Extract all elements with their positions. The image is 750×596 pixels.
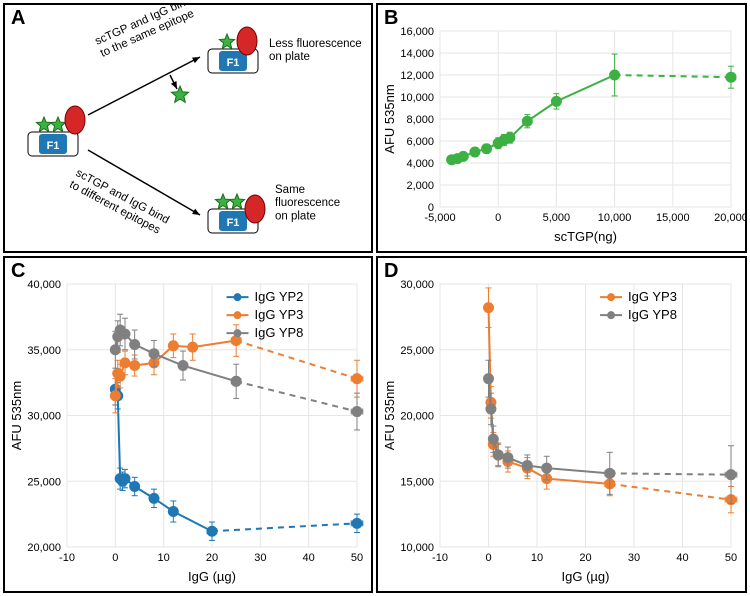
svg-text:IgG (µg): IgG (µg) [562, 569, 610, 584]
svg-text:12,000: 12,000 [400, 70, 434, 82]
svg-text:20,000: 20,000 [27, 542, 61, 554]
svg-text:scTGP(ng): scTGP(ng) [554, 229, 617, 244]
svg-text:10: 10 [531, 552, 543, 564]
svg-text:2,000: 2,000 [406, 180, 434, 192]
svg-text:IgG YP2: IgG YP2 [255, 289, 304, 304]
svg-text:40: 40 [676, 552, 688, 564]
svg-text:30,000: 30,000 [27, 411, 61, 423]
panel-chart-c: C -10 0 10 20 30 40 50 20,000 25,000 30,000 35,000… [3, 256, 373, 593]
svg-text:Less fluorescenceon plate: Less fluorescenceon plate [269, 38, 362, 63]
svg-text:-10: -10 [59, 552, 75, 564]
svg-text:20: 20 [579, 552, 591, 564]
svg-text:scTGP and IgG bindto different: scTGP and IgG bindto different epitopes [67, 167, 171, 238]
panel-label-d: D [384, 260, 398, 283]
svg-text:35,000: 35,000 [27, 345, 61, 357]
svg-text:30,000: 30,000 [400, 279, 434, 291]
svg-text:0: 0 [485, 552, 491, 564]
panel-label-a: A [11, 7, 25, 30]
svg-text:4,000: 4,000 [406, 158, 434, 170]
panel-chart-b: B -5,00005,00010,00015,00020,00002,0004,… [376, 3, 747, 253]
svg-text:16,000: 16,000 [400, 26, 434, 38]
panel-diagram-a: A F1 F1 F1 scTGP and IgG bindto the same ep… [3, 3, 373, 253]
svg-text:20,000: 20,000 [400, 411, 434, 423]
svg-text:20: 20 [206, 552, 218, 564]
svg-text:AFU 535nm: AFU 535nm [382, 381, 397, 450]
svg-text:IgG YP8: IgG YP8 [628, 307, 677, 322]
svg-text:IgG YP3: IgG YP3 [255, 307, 304, 322]
svg-text:F1: F1 [227, 57, 240, 69]
svg-text:10,000: 10,000 [400, 542, 434, 554]
panel-chart-d: D -10 0 10 20 30 40 50 10,000 15,000 20,000 25,000… [376, 256, 747, 593]
svg-text:IgG YP8: IgG YP8 [255, 325, 304, 340]
svg-text:scTGP and IgG bindto the same: scTGP and IgG bindto the same epitope [93, 5, 198, 60]
figure: A F1 F1 F1 scTGP and IgG bindto the same ep… [0, 0, 750, 596]
svg-text:14,000: 14,000 [400, 48, 434, 60]
svg-text:50: 50 [725, 552, 737, 564]
svg-text:50: 50 [351, 552, 363, 564]
svg-text:F1: F1 [227, 217, 240, 229]
svg-text:F1: F1 [47, 140, 60, 152]
svg-text:AFU 535nm: AFU 535nm [382, 84, 397, 153]
svg-text:15,000: 15,000 [400, 476, 434, 488]
chart-c: -10 0 10 20 30 40 50 20,000 25,000 30,000 35,000 40… [5, 258, 371, 591]
svg-text:25,000: 25,000 [27, 476, 61, 488]
svg-text:6,000: 6,000 [406, 136, 434, 148]
diagram-a: F1 F1 F1 scTGP and IgG bindto the same epit… [5, 5, 371, 251]
svg-text:0: 0 [495, 212, 501, 224]
svg-text:IgG YP3: IgG YP3 [628, 289, 677, 304]
panel-label-b: B [384, 7, 398, 30]
chart-d: -10 0 10 20 30 40 50 10,000 15,000 20,000 25,000 30… [378, 258, 745, 591]
svg-text:IgG (µg): IgG (µg) [188, 569, 236, 584]
chart-b: -5,00005,00010,00015,00020,00002,0004,00… [378, 5, 745, 251]
svg-text:30: 30 [254, 552, 266, 564]
svg-text:30: 30 [628, 552, 640, 564]
svg-text:20,000: 20,000 [714, 212, 745, 224]
svg-text:40: 40 [303, 552, 315, 564]
svg-text:25,000: 25,000 [400, 345, 434, 357]
svg-text:8,000: 8,000 [406, 114, 434, 126]
svg-text:0: 0 [112, 552, 118, 564]
svg-text:-10: -10 [432, 552, 448, 564]
svg-text:40,000: 40,000 [27, 279, 61, 291]
svg-text:10,000: 10,000 [400, 92, 434, 104]
svg-text:Samefluorescenceon plate: Samefluorescenceon plate [275, 184, 340, 222]
svg-text:15,000: 15,000 [656, 212, 690, 224]
svg-text:5,000: 5,000 [543, 212, 571, 224]
svg-text:10,000: 10,000 [598, 212, 632, 224]
svg-text:10: 10 [158, 552, 170, 564]
panel-label-c: C [11, 260, 25, 283]
svg-text:AFU 535nm: AFU 535nm [9, 381, 24, 450]
svg-text:0: 0 [428, 202, 434, 214]
